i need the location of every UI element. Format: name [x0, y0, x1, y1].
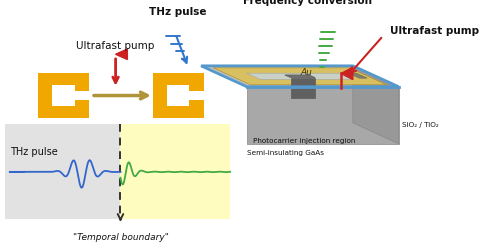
Bar: [72, 91, 92, 101]
Text: Frequency conversion: Frequency conversion: [243, 0, 372, 6]
Text: Ultrafast pump: Ultrafast pump: [390, 26, 479, 36]
Text: Ultrafast pump: Ultrafast pump: [76, 41, 155, 51]
Bar: [167, 86, 190, 106]
Bar: [188, 91, 206, 101]
Bar: [38, 74, 89, 119]
Bar: [153, 74, 204, 119]
Polygon shape: [116, 50, 128, 60]
Polygon shape: [201, 66, 398, 87]
Text: Semi-insulating GaAs: Semi-insulating GaAs: [247, 150, 324, 156]
Polygon shape: [213, 68, 386, 86]
Text: Photocarrier injection region: Photocarrier injection region: [253, 138, 356, 143]
Bar: [120, 125, 230, 220]
Polygon shape: [246, 74, 353, 80]
Polygon shape: [284, 76, 315, 78]
Text: "Temporal boundary": "Temporal boundary": [72, 232, 168, 240]
Polygon shape: [247, 88, 398, 144]
Text: THz pulse: THz pulse: [10, 146, 58, 156]
Bar: [52, 86, 75, 106]
Text: THz pulse: THz pulse: [149, 6, 206, 16]
Polygon shape: [290, 78, 315, 98]
Polygon shape: [353, 66, 399, 144]
Text: Au: Au: [301, 68, 312, 77]
Polygon shape: [348, 74, 367, 79]
Text: SiO₂ / TiO₂: SiO₂ / TiO₂: [402, 121, 438, 127]
Bar: [5, 125, 120, 220]
Polygon shape: [341, 68, 353, 80]
